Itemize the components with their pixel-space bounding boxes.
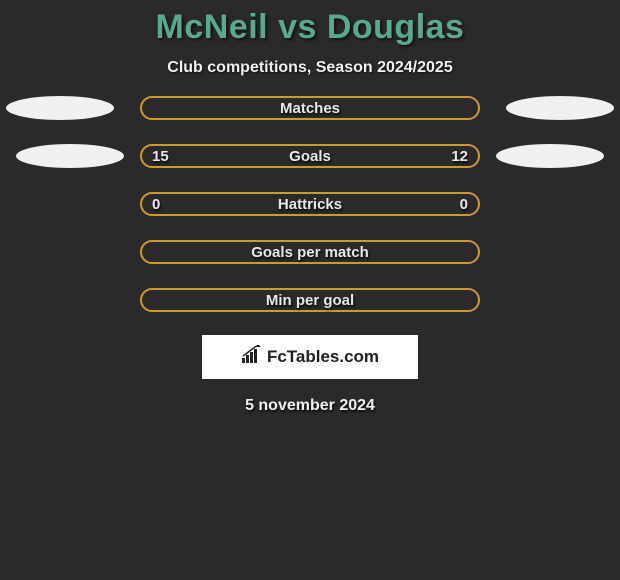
stat-right-value: 0	[460, 196, 468, 213]
stat-rows: Matches 15 Goals 12 0 Hattricks 0 Goals …	[0, 95, 620, 313]
page-title: McNeil vs Douglas	[156, 8, 465, 47]
stat-label: Goals per match	[251, 244, 369, 261]
logo-prefix: Fc	[267, 347, 287, 366]
ellipse-right	[506, 96, 614, 120]
stat-bar: Min per goal	[140, 288, 480, 312]
stat-row-goals: 15 Goals 12	[0, 143, 620, 169]
stat-row-hattricks: 0 Hattricks 0	[0, 191, 620, 217]
stat-label: Hattricks	[278, 196, 342, 213]
chart-icon	[241, 345, 263, 370]
subtitle: Club competitions, Season 2024/2025	[167, 59, 452, 77]
stat-label: Goals	[289, 148, 331, 165]
stat-bar: 0 Hattricks 0	[140, 192, 480, 216]
stat-bar: Goals per match	[140, 240, 480, 264]
logo-text: FcTables.com	[267, 347, 379, 367]
stat-left-value: 0	[152, 196, 160, 213]
stat-row-min-per-goal: Min per goal	[0, 287, 620, 313]
date-label: 5 november 2024	[245, 397, 375, 415]
stat-right-value: 12	[451, 148, 468, 165]
stat-label: Matches	[280, 100, 340, 117]
ellipse-left	[6, 96, 114, 120]
stat-left-value: 15	[152, 148, 169, 165]
stat-bar: Matches	[140, 96, 480, 120]
logo-box: FcTables.com	[202, 335, 418, 379]
comparison-card: McNeil vs Douglas Club competitions, Sea…	[0, 0, 620, 415]
stat-row-goals-per-match: Goals per match	[0, 239, 620, 265]
ellipse-left	[16, 144, 124, 168]
stat-row-matches: Matches	[0, 95, 620, 121]
logo-suffix: Tables.com	[287, 347, 379, 366]
stat-bar: 15 Goals 12	[140, 144, 480, 168]
ellipse-right	[496, 144, 604, 168]
stat-label: Min per goal	[266, 292, 354, 309]
